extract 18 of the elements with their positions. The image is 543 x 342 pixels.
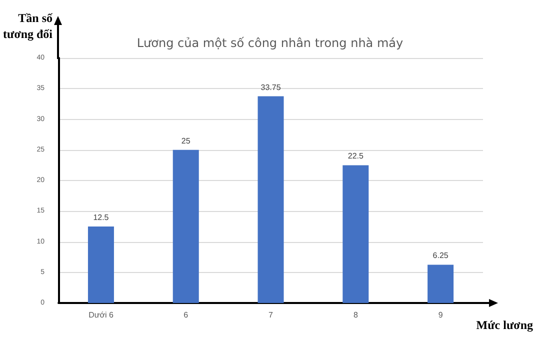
bar — [342, 165, 369, 303]
bar — [258, 96, 284, 303]
x-tick-label: 9 — [438, 310, 444, 320]
x-tick-label: 6 — [184, 310, 189, 320]
x-tick-label: Dưới 6 — [88, 310, 114, 320]
data-label: 22.5 — [348, 152, 364, 161]
bar — [172, 150, 199, 303]
x-axis-title: Mức lương — [476, 318, 533, 332]
data-label: 6.25 — [432, 251, 449, 260]
bar — [428, 264, 454, 303]
x-tick-label: 7 — [268, 310, 274, 320]
data-label: 33.75 — [260, 82, 282, 92]
bar — [88, 226, 114, 303]
data-label: 12.5 — [93, 212, 110, 222]
chart-title: Lương của một số công nhân trong nhà máy — [136, 36, 404, 50]
y-axis-title: Tần số tương đối — [2, 11, 54, 41]
x-tick-label: 8 — [353, 310, 358, 320]
data-label: 25 — [181, 136, 191, 146]
